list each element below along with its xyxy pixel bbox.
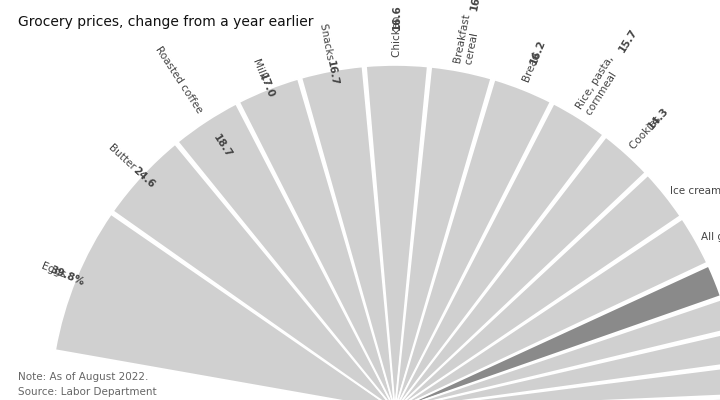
Wedge shape bbox=[395, 80, 551, 400]
Wedge shape bbox=[55, 214, 395, 400]
Wedge shape bbox=[395, 332, 720, 400]
Text: Snacks: Snacks bbox=[318, 22, 335, 64]
Text: 14.3: 14.3 bbox=[646, 106, 671, 132]
Wedge shape bbox=[395, 219, 707, 400]
Text: Rice, pasta,
cornmeal: Rice, pasta, cornmeal bbox=[574, 54, 625, 117]
Text: Cookies: Cookies bbox=[628, 112, 665, 152]
Text: Milk: Milk bbox=[251, 57, 270, 84]
Wedge shape bbox=[395, 299, 720, 400]
Text: Ice cream 14.0: Ice cream 14.0 bbox=[670, 186, 720, 196]
Text: 16.4: 16.4 bbox=[469, 0, 483, 12]
Wedge shape bbox=[366, 65, 428, 400]
Wedge shape bbox=[395, 137, 645, 400]
Text: 16.2: 16.2 bbox=[529, 38, 548, 65]
Text: All groceries 13.5: All groceries 13.5 bbox=[701, 232, 720, 242]
Wedge shape bbox=[178, 104, 395, 400]
Text: Chicken: Chicken bbox=[392, 12, 402, 57]
Text: Grocery prices, change from a year earlier: Grocery prices, change from a year earli… bbox=[18, 15, 313, 29]
Wedge shape bbox=[395, 67, 491, 400]
Wedge shape bbox=[113, 144, 395, 400]
Wedge shape bbox=[395, 366, 720, 400]
Text: 24.6: 24.6 bbox=[131, 165, 157, 190]
Text: 17.0: 17.0 bbox=[257, 72, 276, 99]
Wedge shape bbox=[302, 66, 395, 400]
Text: Butter: Butter bbox=[106, 142, 140, 174]
Text: 39.8%: 39.8% bbox=[49, 264, 86, 287]
Text: Bread: Bread bbox=[521, 49, 543, 84]
Text: 18.7: 18.7 bbox=[211, 133, 233, 160]
Wedge shape bbox=[395, 266, 720, 400]
Wedge shape bbox=[395, 104, 603, 400]
Text: Eggs: Eggs bbox=[40, 261, 71, 281]
Text: 16.7: 16.7 bbox=[325, 60, 339, 87]
Text: Note: As of August 2022.
Source: Labor Department
Jemal R. Brinson/THE WALL STRE: Note: As of August 2022. Source: Labor D… bbox=[18, 372, 251, 400]
Wedge shape bbox=[395, 175, 680, 400]
Text: Breakfast
cereal: Breakfast cereal bbox=[452, 12, 483, 66]
Text: 16.6: 16.6 bbox=[392, 4, 402, 30]
Text: 15.7: 15.7 bbox=[617, 27, 639, 54]
Text: Roasted coffee: Roasted coffee bbox=[153, 44, 206, 118]
Wedge shape bbox=[239, 79, 395, 400]
Wedge shape bbox=[395, 398, 720, 400]
